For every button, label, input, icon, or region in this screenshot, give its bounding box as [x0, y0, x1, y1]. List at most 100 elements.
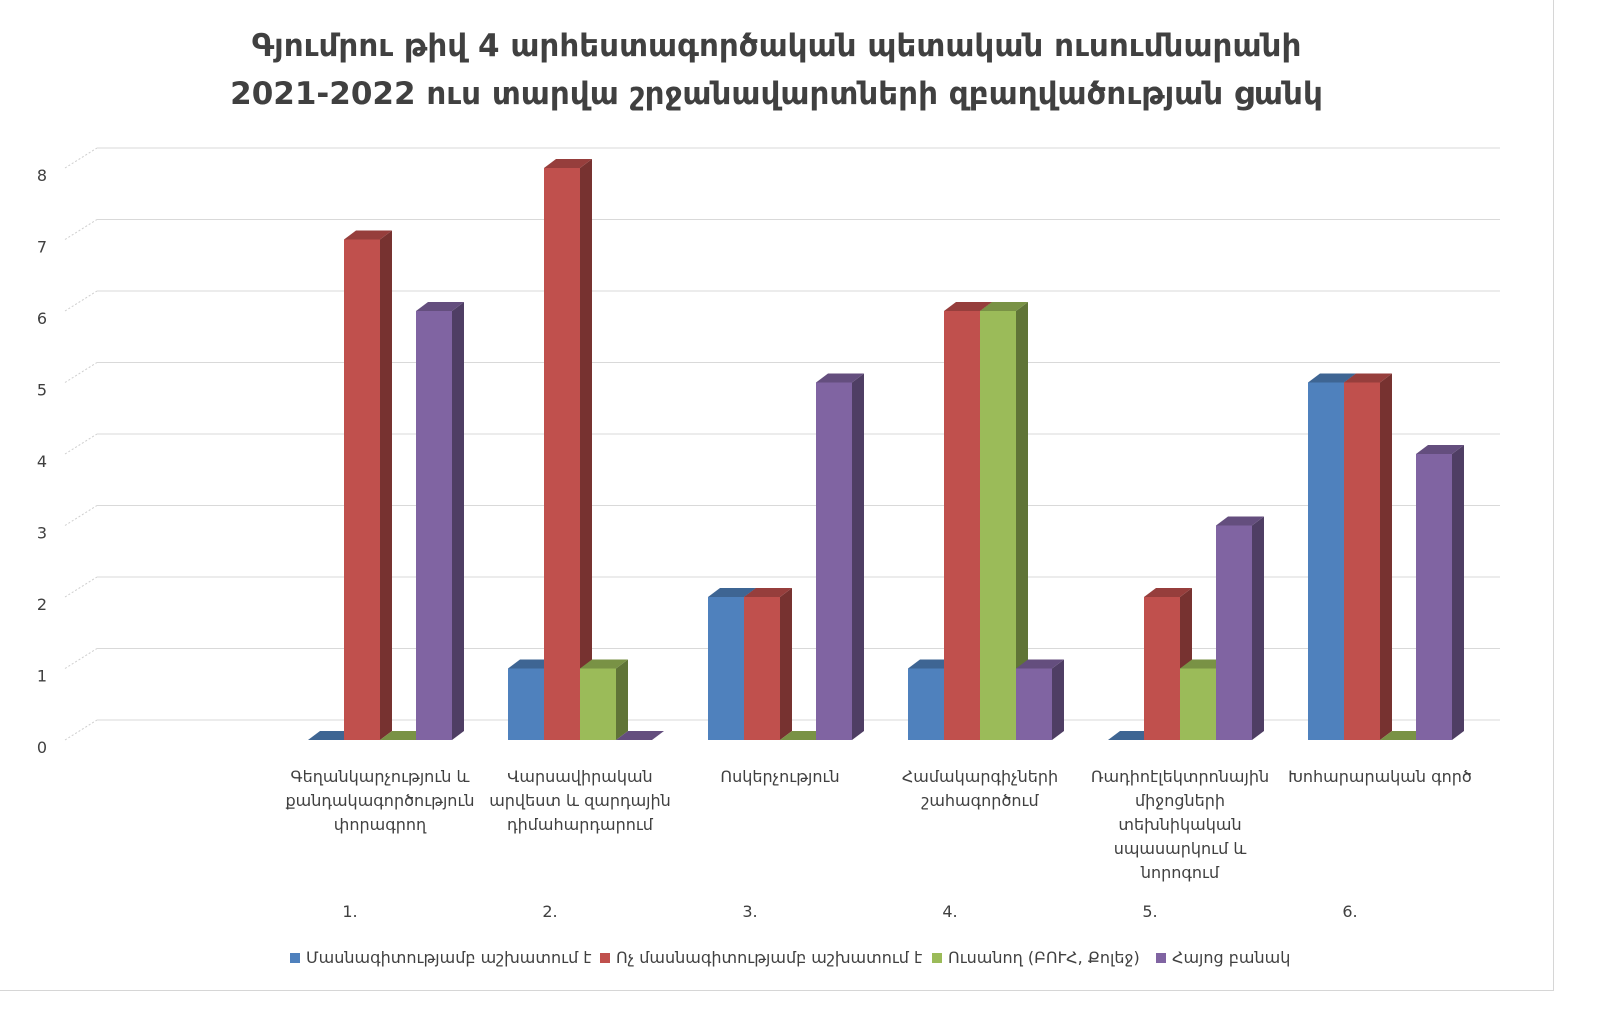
- legend-swatch: [1156, 952, 1166, 963]
- y-tick-label: 1: [37, 667, 47, 686]
- x-tick-label: Համակարգիչների շահագործում: [901, 767, 1059, 810]
- y-tick-label: 2: [37, 595, 47, 614]
- legend-swatch: [290, 952, 300, 963]
- bar-top: [980, 302, 1028, 311]
- legend-label: Ուսանող (ԲՈՒՀ, Քոլեջ): [948, 948, 1140, 967]
- bar: [344, 230, 392, 740]
- gridline-depth: [64, 505, 98, 526]
- y-tick-label: 7: [37, 238, 47, 257]
- category-number: 5.: [1142, 902, 1158, 921]
- bar: [744, 588, 792, 740]
- bar-front: [744, 597, 780, 740]
- bar-front: [944, 311, 980, 740]
- legend-swatch: [932, 952, 942, 963]
- category-number: 6.: [1342, 902, 1358, 921]
- bar-top: [344, 230, 392, 240]
- bar: [980, 302, 1028, 740]
- chart-title-line-1: Գյումրու թիվ 4 արհեստագործական պետական ո…: [251, 28, 1302, 64]
- chart-title: Գյումրու թիվ 4 արհեստագործական պետական ո…: [0, 22, 1553, 118]
- legend-label: Ոչ մասնագիտությամբ աշխատում է: [616, 948, 923, 967]
- bar: [816, 373, 864, 740]
- y-tick-label: 3: [37, 524, 47, 543]
- bar-side: [616, 659, 628, 740]
- x-tick-label: Ոսկերչություն: [720, 767, 840, 786]
- bar-side: [852, 373, 864, 740]
- bar-top: [944, 302, 992, 311]
- bar-top: [1216, 516, 1264, 526]
- bar: [616, 731, 664, 740]
- x-tick-label: Ռադիոէլեկտրոնային միջոցների տեխնիկական ս…: [1090, 767, 1270, 882]
- bar-front: [708, 597, 744, 740]
- y-tick-label: 6: [37, 309, 47, 328]
- chart-title-line-2: 2021-2022 ուս տարվա շրջանավարտների զբաղվ…: [230, 76, 1323, 112]
- bar-front: [344, 239, 380, 740]
- gridline-depth: [64, 362, 98, 383]
- bar-front: [1344, 382, 1380, 740]
- category-number: 2.: [542, 902, 558, 921]
- bar-side: [452, 302, 464, 740]
- gridline-depth: [64, 290, 98, 312]
- bar: [580, 659, 628, 740]
- bar-front: [1180, 668, 1216, 740]
- bar-front: [816, 382, 852, 740]
- bar-front: [980, 311, 1016, 740]
- legend-item: Մասնագիտությամբ աշխատում է: [290, 948, 592, 967]
- bar-top: [1344, 373, 1392, 383]
- x-tick-label: Վարսավիրական արվեստ և զարդային դիմահարդա…: [489, 767, 671, 834]
- category-number: 4.: [942, 902, 958, 921]
- bar-top: [416, 302, 464, 311]
- bar: [416, 302, 464, 740]
- category-number: 1.: [342, 902, 358, 921]
- y-tick-label: 5: [37, 381, 47, 400]
- bar-side: [780, 588, 792, 740]
- legend-swatch: [600, 952, 610, 963]
- bar-side: [1052, 659, 1064, 740]
- legend-item: Հայոց բանակ: [1156, 948, 1290, 967]
- bar: [1416, 445, 1464, 740]
- gridline-depth: [64, 648, 98, 669]
- bar-front: [1416, 454, 1452, 740]
- bar-top: [1308, 373, 1356, 383]
- gridline-depth: [64, 433, 98, 455]
- legend-item: Ոչ մասնագիտությամբ աշխատում է: [600, 948, 922, 967]
- gridline-depth: [64, 576, 98, 598]
- bar-side: [1452, 445, 1464, 740]
- bar: [1344, 373, 1392, 740]
- bar-top: [744, 588, 792, 597]
- bar: [1216, 516, 1264, 740]
- y-tick-label: 8: [37, 166, 47, 185]
- bar-front: [508, 668, 544, 740]
- chart-frame: [0, 0, 1554, 991]
- bar-side: [1252, 516, 1264, 740]
- bar-top: [708, 588, 756, 597]
- bar-top: [816, 373, 864, 383]
- legend-item: Ուսանող (ԲՈՒՀ, Քոլեջ): [932, 948, 1140, 967]
- legend-label: Հայոց բանակ: [1172, 948, 1291, 967]
- x-tick-label: Գեղանկարչություն և քանդակագործություն փո…: [285, 767, 475, 834]
- bar-side: [380, 230, 392, 740]
- gridline-depth: [64, 219, 98, 240]
- bar-front: [1144, 597, 1180, 740]
- chart-legend: Մասնագիտությամբ աշխատում է Ոչ մասնագիտութ…: [0, 948, 1553, 976]
- bar-top: [544, 159, 592, 168]
- bar-top: [580, 659, 628, 669]
- bar-front: [1216, 525, 1252, 740]
- bar: [1016, 659, 1064, 740]
- y-tick-label: 4: [37, 452, 47, 471]
- bar-top: [616, 731, 664, 740]
- bar-top: [1016, 659, 1064, 669]
- bar-side: [1016, 302, 1028, 740]
- bar-front: [1308, 382, 1344, 740]
- y-tick-label: 0: [37, 738, 47, 757]
- bar-front: [416, 311, 452, 740]
- bar-side: [1380, 373, 1392, 740]
- x-tick-label: Խոհարարական գործ: [1288, 767, 1472, 786]
- bar-front: [580, 668, 616, 740]
- bar-top: [1144, 588, 1192, 597]
- category-number: 3.: [742, 902, 758, 921]
- bar-front: [908, 668, 944, 740]
- bar-front: [1016, 668, 1052, 740]
- bar-top: [1416, 445, 1464, 454]
- bar: [544, 159, 592, 740]
